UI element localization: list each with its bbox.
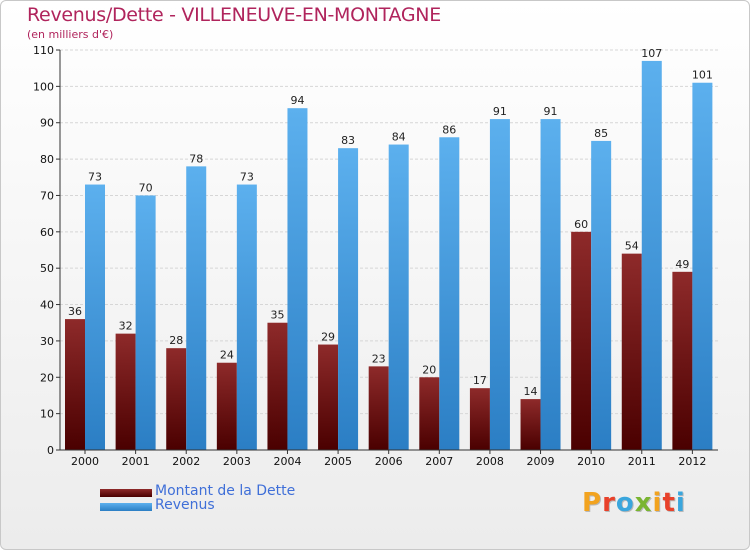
data-label-revenus: 107 bbox=[641, 47, 662, 60]
bar-revenus bbox=[489, 119, 510, 450]
x-tick-label: 2010 bbox=[577, 455, 605, 468]
y-tick-label: 60 bbox=[40, 226, 54, 239]
logo-letter: x bbox=[634, 488, 653, 518]
bar-revenus bbox=[591, 140, 612, 450]
data-label-debt: 29 bbox=[321, 331, 335, 344]
bar-debt bbox=[216, 362, 237, 450]
logo-letter: t bbox=[662, 488, 676, 518]
y-tick-label: 110 bbox=[33, 44, 54, 57]
bar-revenus bbox=[236, 184, 257, 450]
data-label-revenus: 91 bbox=[544, 105, 558, 118]
y-tick-label: 30 bbox=[40, 335, 54, 348]
x-tick-label: 2008 bbox=[476, 455, 504, 468]
data-label-revenus: 73 bbox=[88, 171, 102, 184]
chart-subtitle: (en milliers d'€) bbox=[27, 28, 114, 41]
y-tick-label: 50 bbox=[40, 262, 54, 275]
x-tick-label: 2000 bbox=[71, 455, 99, 468]
data-label-revenus: 84 bbox=[392, 131, 406, 144]
value-labels: 36 73 32 70 28 78 24 73 35 94 29 83 23 84 20 86 17 91 14 91… bbox=[68, 47, 713, 398]
bar-revenus bbox=[287, 108, 308, 450]
bar-debt bbox=[368, 366, 389, 450]
data-label-debt: 60 bbox=[574, 218, 588, 231]
y-tick-label: 40 bbox=[40, 299, 54, 312]
logo-letter: P bbox=[582, 488, 603, 518]
data-label-revenus: 85 bbox=[594, 127, 608, 140]
bars-group bbox=[65, 60, 713, 451]
x-tick-label: 2011 bbox=[628, 455, 656, 468]
bar-debt bbox=[520, 399, 541, 450]
bar-debt bbox=[65, 319, 85, 450]
data-label-revenus: 83 bbox=[341, 134, 355, 147]
logo-letter: r bbox=[602, 488, 616, 518]
data-label-revenus: 91 bbox=[493, 105, 507, 118]
bar-revenus bbox=[692, 82, 713, 451]
bar-debt bbox=[115, 333, 136, 450]
bar-revenus bbox=[85, 184, 105, 450]
proxiti-logo: Proxiti bbox=[582, 488, 686, 518]
data-label-debt: 14 bbox=[524, 385, 538, 398]
bar-debt bbox=[267, 322, 288, 450]
data-label-debt: 17 bbox=[473, 374, 487, 387]
bar-debt bbox=[166, 348, 187, 450]
y-tick-label: 10 bbox=[40, 408, 54, 421]
bar-revenus bbox=[439, 137, 460, 451]
axes: 0 10 20 30 40 50 60 70 80 90 100 110 2000 2001 2002 200… bbox=[33, 44, 718, 468]
y-tick-label: 90 bbox=[40, 117, 54, 130]
data-label-debt: 28 bbox=[169, 334, 183, 347]
bar-revenus bbox=[186, 166, 207, 450]
bar-revenus bbox=[135, 195, 156, 450]
x-tick-label: 2012 bbox=[678, 455, 706, 468]
bar-debt bbox=[469, 388, 490, 450]
legend-label-debt: Montant de la Dette bbox=[155, 483, 296, 499]
bar-revenus bbox=[388, 144, 409, 450]
x-tick-label: 2003 bbox=[223, 455, 251, 468]
x-tick-label: 2002 bbox=[172, 455, 200, 468]
logo-letter: i bbox=[675, 488, 686, 518]
data-label-revenus: 86 bbox=[442, 123, 456, 136]
data-label-revenus: 101 bbox=[692, 69, 713, 82]
logo-letter: o bbox=[615, 488, 635, 518]
x-tick-label: 2001 bbox=[122, 455, 150, 468]
y-tick-label: 80 bbox=[40, 153, 54, 166]
data-label-debt: 49 bbox=[675, 258, 689, 271]
data-label-revenus: 94 bbox=[290, 94, 304, 107]
bar-debt bbox=[571, 231, 592, 450]
y-tick-label: 70 bbox=[40, 189, 54, 202]
data-label-revenus: 78 bbox=[189, 152, 203, 165]
bar-debt bbox=[672, 271, 693, 450]
bar-debt bbox=[419, 377, 440, 450]
x-tick-label: 2005 bbox=[324, 455, 352, 468]
y-tick-label: 0 bbox=[47, 444, 54, 457]
data-label-debt: 54 bbox=[625, 240, 639, 253]
bar-revenus bbox=[641, 60, 662, 451]
data-label-debt: 24 bbox=[220, 349, 234, 362]
bar-revenus bbox=[338, 148, 359, 450]
legend-label-revenus: Revenus bbox=[155, 497, 215, 513]
chart-title: Revenus/Dette - VILLENEUVE-EN-MONTAGNE bbox=[27, 4, 441, 26]
y-tick-label: 100 bbox=[33, 80, 54, 93]
data-label-debt: 20 bbox=[422, 363, 436, 376]
x-tick-label: 2006 bbox=[375, 455, 403, 468]
bar-debt bbox=[621, 253, 642, 450]
data-label-debt: 32 bbox=[119, 320, 133, 333]
data-label-debt: 23 bbox=[372, 352, 386, 365]
legend-swatch-debt bbox=[100, 489, 152, 497]
logo-letter: i bbox=[652, 488, 663, 518]
data-label-debt: 36 bbox=[68, 305, 82, 318]
x-tick-label: 2004 bbox=[273, 455, 301, 468]
x-tick-label: 2009 bbox=[527, 455, 555, 468]
data-label-revenus: 73 bbox=[240, 171, 254, 184]
y-tick-label: 20 bbox=[40, 371, 54, 384]
bar-debt bbox=[318, 344, 339, 450]
data-label-debt: 35 bbox=[270, 309, 284, 322]
data-label-revenus: 70 bbox=[139, 181, 153, 194]
legend-swatch-revenus bbox=[100, 503, 152, 511]
x-tick-label: 2007 bbox=[425, 455, 453, 468]
bar-revenus bbox=[540, 119, 561, 450]
